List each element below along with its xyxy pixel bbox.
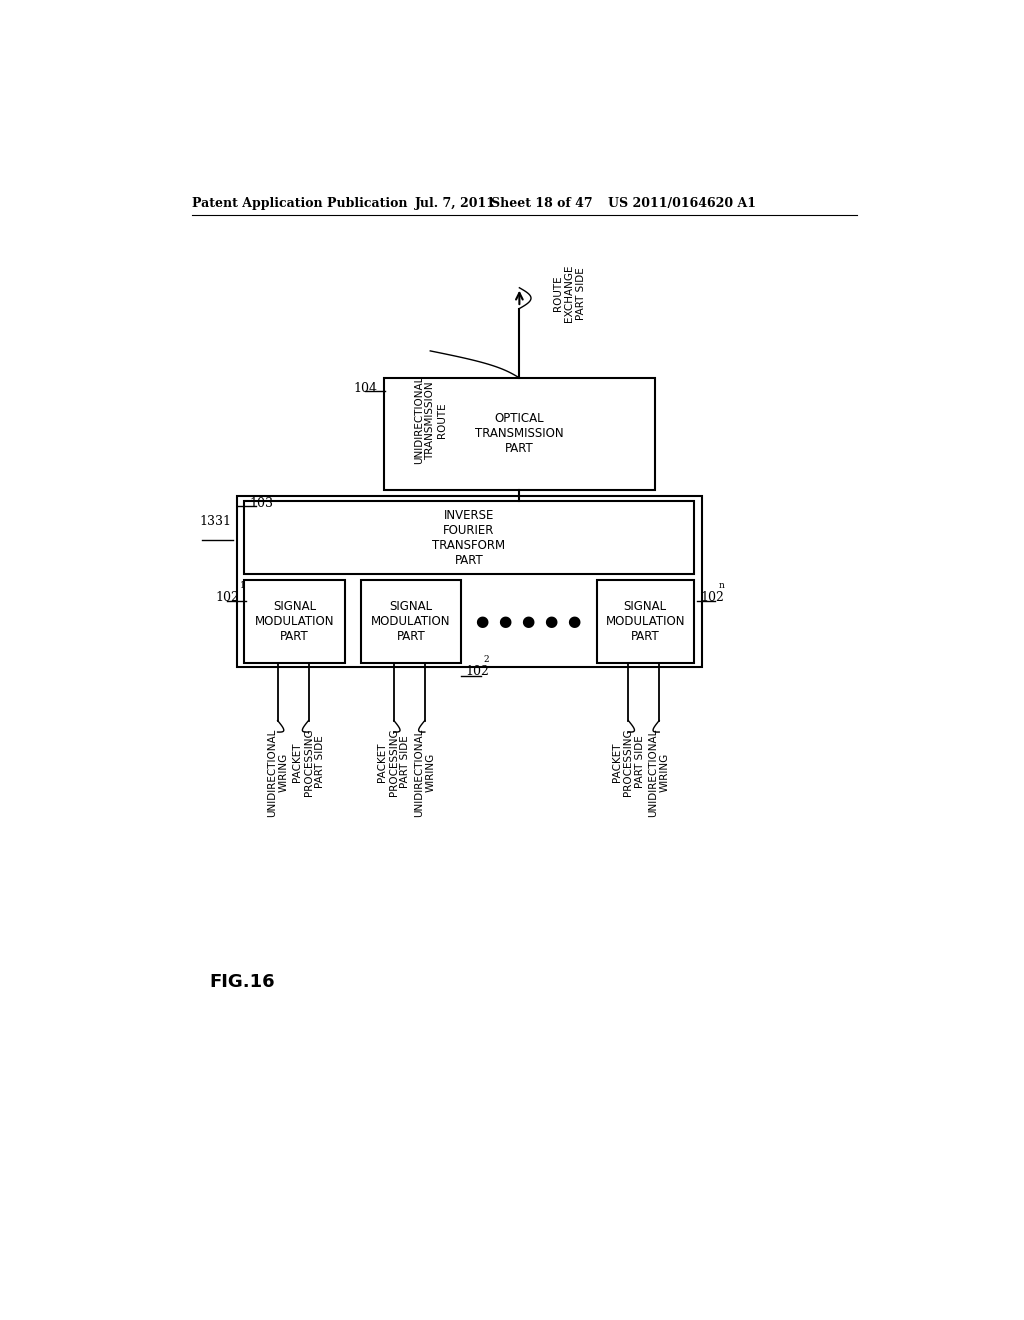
Text: 104: 104 — [353, 381, 378, 395]
Text: Patent Application Publication: Patent Application Publication — [193, 197, 408, 210]
Bar — [360, 581, 461, 663]
Text: 1331: 1331 — [199, 515, 231, 528]
Text: Sheet 18 of 47: Sheet 18 of 47 — [490, 197, 592, 210]
Text: ●  ●  ●  ●  ●: ● ● ● ● ● — [476, 614, 582, 630]
Text: UNIDIRECTIONAL
WIRING: UNIDIRECTIONAL WIRING — [267, 729, 289, 817]
Bar — [245, 581, 345, 663]
Text: 102: 102 — [700, 591, 724, 605]
Text: ROUTE
EXCHANGE
PART SIDE: ROUTE EXCHANGE PART SIDE — [553, 264, 586, 322]
Text: 1: 1 — [240, 581, 246, 590]
Bar — [597, 581, 693, 663]
Text: OPTICAL
TRANSMISSION
PART: OPTICAL TRANSMISSION PART — [475, 412, 563, 455]
Bar — [245, 502, 693, 574]
Text: UNIDIRECTIONAL
TRANSMISSION
ROUTE: UNIDIRECTIONAL TRANSMISSION ROUTE — [414, 376, 446, 465]
Text: UNIDIRECTIONAL
WIRING: UNIDIRECTIONAL WIRING — [648, 729, 670, 817]
Text: PACKET
PROCESSING
PART SIDE: PACKET PROCESSING PART SIDE — [292, 729, 326, 796]
Text: Jul. 7, 2011: Jul. 7, 2011 — [415, 197, 496, 210]
Text: PACKET
PROCESSING
PART SIDE: PACKET PROCESSING PART SIDE — [611, 729, 645, 796]
Text: 102: 102 — [215, 591, 239, 605]
Text: INVERSE
FOURIER
TRANSFORM
PART: INVERSE FOURIER TRANSFORM PART — [432, 508, 506, 566]
Text: US 2011/0164620 A1: US 2011/0164620 A1 — [608, 197, 757, 210]
Text: 103: 103 — [250, 498, 273, 511]
Text: 102: 102 — [465, 665, 489, 678]
Bar — [384, 378, 655, 490]
Text: FIG.16: FIG.16 — [209, 973, 275, 991]
Text: UNIDIRECTIONAL
WIRING: UNIDIRECTIONAL WIRING — [414, 729, 435, 817]
Text: 2: 2 — [483, 655, 489, 664]
Bar — [237, 496, 701, 667]
Text: SIGNAL
MODULATION
PART: SIGNAL MODULATION PART — [605, 601, 685, 643]
Text: SIGNAL
MODULATION
PART: SIGNAL MODULATION PART — [371, 601, 451, 643]
Text: SIGNAL
MODULATION
PART: SIGNAL MODULATION PART — [255, 601, 335, 643]
Text: n: n — [719, 581, 724, 590]
Text: PACKET
PROCESSING
PART SIDE: PACKET PROCESSING PART SIDE — [377, 729, 411, 796]
